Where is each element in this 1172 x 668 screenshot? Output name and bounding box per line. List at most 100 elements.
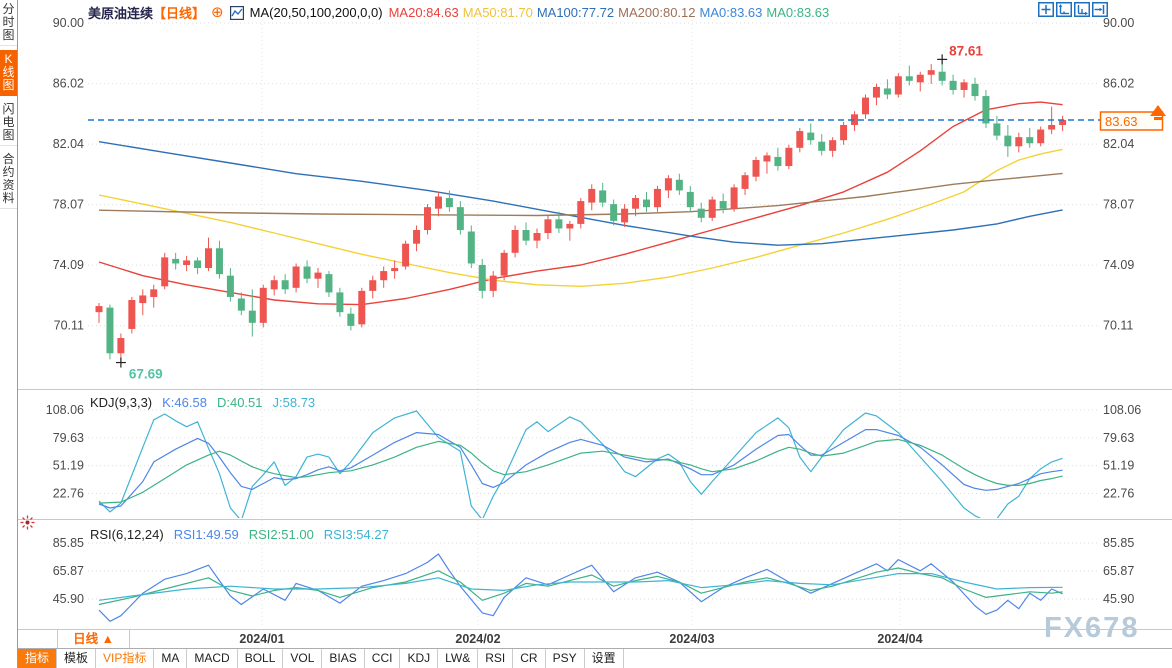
candle-body (172, 258, 180, 264)
ma-settings-label: MA(20,50,100,200,0,0) (249, 5, 383, 20)
axis-label: 108.06 (46, 403, 84, 417)
candle-body (391, 268, 399, 272)
candle-body (686, 191, 694, 208)
candle-body (916, 74, 924, 83)
candle-body (763, 155, 771, 162)
kdj-d-value: D:40.51 (216, 395, 263, 410)
candle-body (621, 208, 629, 223)
candle-body (1004, 135, 1012, 147)
sun-icon[interactable] (20, 515, 35, 530)
candle-body (445, 198, 453, 208)
x-axis-scale-icon[interactable] (1074, 2, 1090, 17)
axis-label: 45.90 (53, 592, 84, 606)
ma-chart-icon[interactable] (229, 5, 244, 20)
candle-body (960, 82, 968, 90)
candle-body (128, 300, 136, 329)
toolbar-button-CCI[interactable]: CCI (365, 649, 401, 668)
candle-body (336, 292, 344, 313)
kdj-title: KDJ(9,3,3) (90, 395, 153, 410)
high-label: 87.61 (949, 43, 983, 58)
candle-body (533, 233, 541, 241)
candle-body (1048, 124, 1056, 130)
d-line (98, 438, 1063, 504)
candle-body (292, 266, 300, 288)
candle-body (555, 219, 563, 229)
candle-body (500, 252, 508, 276)
ma-value: MA100:77.72 (536, 5, 615, 20)
candle-body (840, 124, 848, 141)
candle-body (938, 71, 946, 81)
candle-body (1026, 137, 1034, 144)
sidebar-tab-分时图[interactable]: 分时图 (0, 0, 17, 46)
axis-label: 51.19 (1103, 459, 1134, 473)
toolbar-button-BOLL[interactable]: BOLL (238, 649, 284, 668)
toolbar-button-KDJ[interactable]: KDJ (400, 649, 439, 668)
kdj-j-value: J:58.73 (272, 395, 316, 410)
candle-body (653, 188, 661, 208)
axis-labels: 90.00 90.00 86.02 86.02 82.04 82.04 78.07 78.07… (46, 16, 1142, 606)
crosshair-icon[interactable] (1038, 2, 1054, 17)
ma100-line (98, 141, 1063, 246)
ma-values: MA20:84.63 MA50:81.70 MA100:77.72 MA200:80.… (389, 5, 834, 20)
month-label: 2024/03 (669, 632, 715, 646)
axis-label: 85.85 (53, 536, 84, 550)
candle-body (588, 188, 596, 203)
candle-body (270, 280, 278, 290)
candle-body (215, 248, 223, 275)
axis-label: 70.11 (54, 319, 84, 333)
toolbar-button-VOL[interactable]: VOL (283, 649, 323, 668)
axis-label: 74.09 (1103, 258, 1134, 272)
toolbar-button-MA[interactable]: MA (154, 649, 188, 668)
rsi1-value: RSI1:49.59 (173, 527, 239, 542)
rsi1-line (98, 553, 1063, 622)
candle-body (281, 280, 289, 290)
current-price-tag: 83.63 (1099, 111, 1164, 131)
candle-body (577, 201, 585, 224)
gridlines (88, 16, 1097, 626)
low-label: 67.69 (129, 367, 163, 382)
candle-body (314, 272, 322, 279)
toolbar-button-设置[interactable]: 设置 (585, 649, 624, 668)
scroll-to-latest-icon[interactable] (1150, 105, 1166, 120)
period-button[interactable]: 日线 ▲ (57, 630, 130, 649)
candle-body (632, 198, 640, 209)
ma20-line (98, 101, 1063, 306)
candle-body (664, 178, 672, 191)
sidebar-tab-合约资料[interactable]: 合约资料 (0, 150, 17, 209)
toolbar-button-LW&[interactable]: LW& (438, 649, 479, 668)
candle-body (544, 219, 552, 234)
candle-body (489, 275, 497, 291)
candle-body (456, 207, 464, 230)
toolbar-button-指标[interactable]: 指标 (18, 649, 58, 668)
sidebar-tab-K线图[interactable]: K线图 (0, 50, 17, 96)
y-axis-scale-icon[interactable] (1056, 2, 1072, 17)
candle-body (862, 97, 869, 115)
kdj-lines (98, 410, 1063, 518)
candle-body (194, 260, 202, 269)
toolbar-button-MACD[interactable]: MACD (187, 649, 238, 668)
candle-body (106, 307, 114, 354)
toolbar-button-VIP指标[interactable]: VIP指标 (96, 649, 155, 668)
sidebar-tab-闪电图[interactable]: 闪电图 (0, 100, 17, 146)
candle-body (248, 310, 256, 323)
toolbar-button-模板[interactable]: 模板 (57, 649, 97, 668)
toolbar-button-BIAS[interactable]: BIAS (322, 649, 365, 668)
candle-body (697, 208, 705, 218)
toolbar-button-RSI[interactable]: RSI (478, 649, 514, 668)
add-indicator-icon[interactable]: ⊕ (211, 4, 224, 21)
candle-body (413, 229, 421, 244)
candlesticks (95, 59, 1067, 363)
candle-body (752, 159, 760, 177)
toolbar-button-CR[interactable]: CR (513, 649, 546, 668)
candle-body (993, 123, 1001, 136)
candle-body (851, 114, 859, 125)
candle-body (183, 260, 191, 265)
candle-body (226, 275, 234, 297)
ma-value: MA20:84.63 (388, 5, 459, 20)
toolbar-button-PSY[interactable]: PSY (546, 649, 585, 668)
go-to-latest-icon[interactable] (1092, 2, 1108, 17)
axis-label: 86.02 (53, 77, 84, 91)
ma200-line (98, 172, 1063, 217)
candle-body (161, 257, 169, 287)
